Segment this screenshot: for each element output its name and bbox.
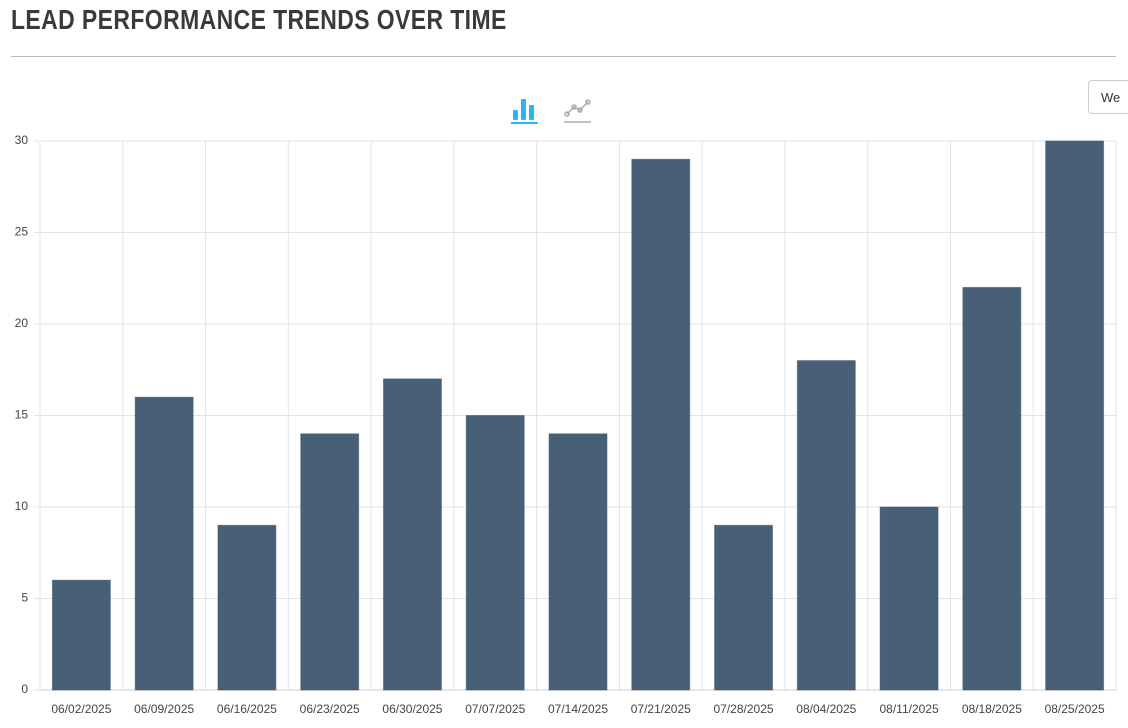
- bar: [796, 360, 856, 691]
- bar: [51, 579, 111, 691]
- bar: [382, 378, 442, 691]
- x-tick-label: 07/14/2025: [548, 702, 608, 716]
- x-tick-label: 06/23/2025: [300, 702, 360, 716]
- y-tick-label: 15: [15, 408, 29, 422]
- bar: [465, 415, 525, 691]
- bar: [631, 158, 691, 691]
- x-tick-label: 06/16/2025: [217, 702, 277, 716]
- page-title: LEAD PERFORMANCE TRENDS OVER TIME: [11, 4, 507, 35]
- bar: [1045, 140, 1105, 691]
- x-tick-label: 08/25/2025: [1045, 702, 1105, 716]
- bar-chart-toggle[interactable]: [511, 99, 538, 124]
- y-tick-label: 0: [21, 682, 28, 696]
- bar: [134, 396, 194, 691]
- x-tick-label: 08/11/2025: [879, 702, 938, 716]
- x-tick-label: 07/21/2025: [631, 702, 691, 716]
- y-tick-label: 20: [15, 316, 29, 330]
- x-tick-label: 08/18/2025: [962, 702, 1022, 716]
- y-tick-label: 30: [15, 133, 29, 147]
- bar: [217, 524, 277, 691]
- bar: [714, 524, 774, 691]
- x-tick-label: 06/30/2025: [382, 702, 442, 716]
- bar: [300, 433, 360, 691]
- x-tick-label: 06/09/2025: [134, 702, 194, 716]
- y-tick-label: 25: [15, 225, 29, 239]
- bar: [548, 433, 608, 691]
- y-tick-label: 10: [15, 499, 29, 513]
- x-tick-label: 06/02/2025: [51, 702, 111, 716]
- y-tick-label: 5: [21, 591, 28, 605]
- x-tick-label: 07/28/2025: [714, 702, 774, 716]
- bar: [879, 506, 939, 691]
- x-tick-label: 08/04/2025: [796, 702, 856, 716]
- period-dropdown[interactable]: We: [1088, 80, 1128, 114]
- line-chart-toggle[interactable]: [564, 99, 591, 123]
- divider: [11, 56, 1116, 57]
- x-tick-label: 07/07/2025: [465, 702, 525, 716]
- bar: [962, 286, 1022, 691]
